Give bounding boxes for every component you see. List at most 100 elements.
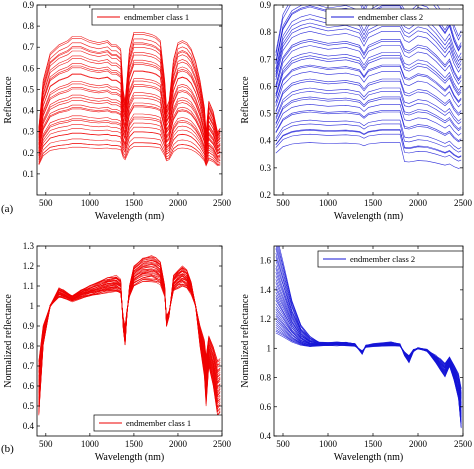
series-line	[38, 31, 221, 133]
series-line	[38, 42, 221, 137]
y-axis-label: Reflectance	[3, 76, 14, 124]
series-line	[275, 80, 462, 116]
series-line	[38, 52, 221, 139]
series-line	[38, 78, 221, 147]
series-line	[275, 87, 462, 122]
y-tick-label: 1.2	[260, 314, 271, 324]
y-tick-label: 0.8	[23, 21, 35, 31]
y-tick-label: 1	[30, 301, 35, 311]
series-line	[38, 59, 221, 142]
y-tick-label: 1.3	[23, 241, 35, 251]
x-tick-label: 1500	[125, 198, 144, 208]
x-tick-label: 2000	[169, 198, 188, 208]
series-line	[275, 64, 462, 103]
series-line	[275, 26, 462, 77]
y-tick-label: 0.6	[23, 381, 35, 391]
x-axis-label: Wavelength (nm)	[95, 452, 164, 463]
series-line	[38, 95, 221, 152]
series-line	[38, 116, 221, 158]
y-tick-label: 0.9	[260, 0, 272, 10]
x-tick-label: 500	[276, 439, 290, 449]
y-tick-label: 0.5	[260, 109, 272, 119]
series-line	[38, 146, 221, 167]
series-line	[38, 137, 221, 165]
panel-tag-a: (a)	[1, 203, 14, 215]
series-line	[275, 111, 462, 143]
legend-label: endmember class 1	[124, 12, 189, 22]
y-tick-label: 1.4	[260, 285, 272, 295]
series-line	[38, 258, 221, 411]
series-line	[275, 295, 462, 409]
y-tick-label: 0.7	[23, 42, 35, 52]
y-tick-label: 0.4	[260, 136, 272, 146]
chart-a2: 500 1000 1500 2000 2500 0.2 0.3 0.4 0.5 0.6 0.7 0.8…	[240, 0, 473, 222]
series-line	[38, 92, 221, 151]
y-tick-label: 0.3	[260, 163, 272, 173]
x-tick-label: 1500	[125, 439, 144, 449]
x-tick-label: 2000	[409, 439, 428, 449]
series-line	[38, 62, 221, 142]
plot-frame	[36, 4, 223, 196]
y-tick-label: 0.9	[23, 321, 35, 331]
series-line	[38, 262, 221, 402]
x-tick-label: 2500	[213, 439, 232, 449]
series-line	[38, 54, 221, 140]
x-tick-label: 500	[39, 439, 53, 449]
series-line	[275, 300, 462, 405]
y-tick-label: 0.4	[23, 421, 35, 431]
series-line	[38, 80, 221, 148]
series-line	[38, 256, 221, 416]
series-line	[275, 30, 462, 81]
series-line	[275, 66, 462, 104]
legend: endmember class 2	[325, 8, 464, 26]
series-line	[275, 40, 462, 87]
x-tick-label: 500	[276, 198, 290, 208]
series-group	[38, 255, 221, 417]
y-tick-label: 0.6	[23, 63, 35, 73]
y-tick-label: 0.4	[23, 106, 35, 116]
x-axis-label: Wavelength (nm)	[334, 211, 403, 222]
series-line	[275, 142, 462, 169]
series-line	[38, 38, 221, 135]
y-tick-label: 1	[267, 343, 272, 353]
legend: endmember class 1	[93, 414, 223, 432]
y-tick-label: 0.4	[260, 431, 272, 441]
y-tick-label: 0.8	[260, 373, 272, 383]
series-line	[275, 5, 462, 62]
series-line	[278, 246, 462, 429]
series-line	[38, 126, 221, 161]
y-axis-label: Normalized reflectance	[3, 294, 14, 388]
legend: endmember class 2	[317, 250, 464, 268]
series-line	[38, 84, 221, 149]
x-tick-label: 1000	[319, 439, 338, 449]
series-line	[38, 260, 221, 408]
series-line	[275, 55, 462, 97]
y-tick-label: 0.7	[23, 361, 35, 371]
series-line	[275, 6, 462, 65]
series-group	[38, 31, 221, 167]
chart-a1: 500 1000 1500 2000 2500 0.1 0.2 0.3 0.4 0.5 0.6 0.7…	[3, 0, 232, 222]
y-axis-label: Reflectance	[240, 76, 251, 124]
series-line	[38, 142, 221, 166]
series-line	[275, 96, 462, 130]
legend-box	[325, 8, 464, 26]
series-line	[275, 38, 462, 86]
y-tick-label: 0.5	[23, 84, 35, 94]
x-tick-label: 2500	[454, 198, 473, 208]
y-tick-label: 0.1	[23, 169, 34, 179]
legend: endmember class 1	[91, 8, 223, 26]
plot-frame	[273, 4, 464, 196]
series-line	[275, 123, 462, 153]
legend-box	[91, 8, 223, 26]
series-group	[275, 246, 462, 429]
series-line	[275, 285, 462, 413]
y-tick-label: 0.7	[260, 54, 272, 64]
series-line	[38, 255, 221, 417]
y-tick-label: 1.6	[260, 256, 272, 266]
series-line	[275, 98, 462, 132]
legend-label: endmember class 1	[126, 418, 191, 428]
series-line	[38, 47, 221, 138]
y-tick-label: 0.6	[260, 81, 272, 91]
series-line	[275, 5, 462, 64]
y-tick-label: 0.2	[23, 148, 34, 158]
